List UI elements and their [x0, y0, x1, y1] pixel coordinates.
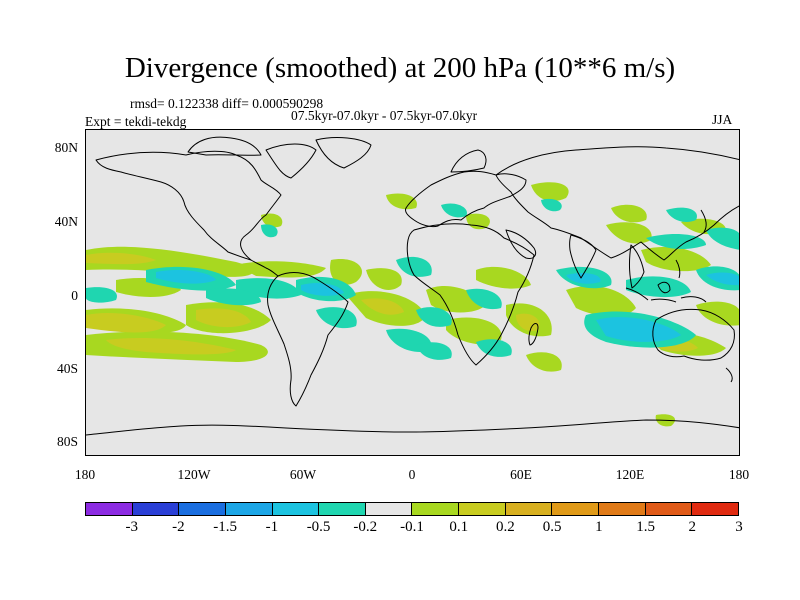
lon-label-120w: 120W [177, 467, 211, 482]
colorbar-swatch [272, 503, 320, 515]
season-label: JJA [712, 112, 733, 127]
colorbar-label: -0.5 [306, 519, 331, 535]
colorbar-label: 0.2 [496, 519, 515, 535]
colorbar-label: -1 [265, 519, 279, 535]
divergence-map [86, 136, 739, 436]
lat-label-0: 0 [71, 288, 78, 303]
colorbar-label: -1.5 [213, 519, 238, 535]
colorbar-swatch [645, 503, 693, 515]
colorbar-label: 2 [688, 519, 697, 535]
colorbar-label: -0.2 [353, 519, 378, 535]
period-text: 07.5kyr-07.0kyr - 07.5kyr-07.0kyr [291, 108, 478, 123]
strong-positive-patches [86, 252, 698, 355]
colorbar-label: 1 [595, 519, 603, 535]
lat-label-40s: 40S [56, 361, 78, 376]
colorbar [85, 502, 739, 516]
colorbar-label: 3 [735, 519, 743, 535]
colorbar-label: -3 [125, 519, 138, 535]
lat-label-40n: 40N [54, 214, 78, 229]
lat-label-80s: 80S [56, 434, 78, 449]
colorbar-swatch [505, 503, 553, 515]
colorbar-swatch [132, 503, 180, 515]
lat-label-80n: 80N [54, 140, 78, 155]
strong-negative-patches [156, 269, 739, 342]
colorbar-label: 0.1 [449, 519, 469, 535]
colorbar-swatch [552, 503, 600, 515]
lon-label-180e: 180 [728, 467, 750, 482]
lon-label-120e: 120E [615, 467, 645, 482]
colorbar-label: -0.1 [400, 519, 424, 535]
colorbar-swatch [599, 503, 646, 515]
coastlines [86, 136, 739, 436]
colorbar-label: 0.5 [542, 519, 562, 535]
colorbar-swatch [319, 503, 366, 515]
colorbar-swatch [225, 503, 273, 515]
lon-label-60w: 60W [289, 467, 317, 482]
experiment-text: Expt = tekdi-tekdg [85, 114, 187, 129]
stats-text: rmsd= 0.122338 diff= 0.000590298 [130, 96, 324, 111]
lon-label-180w: 180 [74, 467, 96, 482]
lon-label-0: 0 [408, 467, 416, 482]
colorbar-label: 1.5 [636, 519, 655, 535]
colorbar-swatch [86, 503, 133, 515]
colorbar-swatch [692, 503, 738, 515]
colorbar-swatch [412, 503, 460, 515]
colorbar-label: -2 [172, 519, 185, 535]
colorbar-swatch [365, 503, 413, 515]
colorbar-swatch [459, 503, 506, 515]
map-title: Divergence (smoothed) at 200 hPa (10**6 … [124, 52, 676, 84]
colorbar-swatch [179, 503, 226, 515]
map-panel [85, 129, 740, 456]
lon-label-60e: 60E [510, 467, 532, 482]
